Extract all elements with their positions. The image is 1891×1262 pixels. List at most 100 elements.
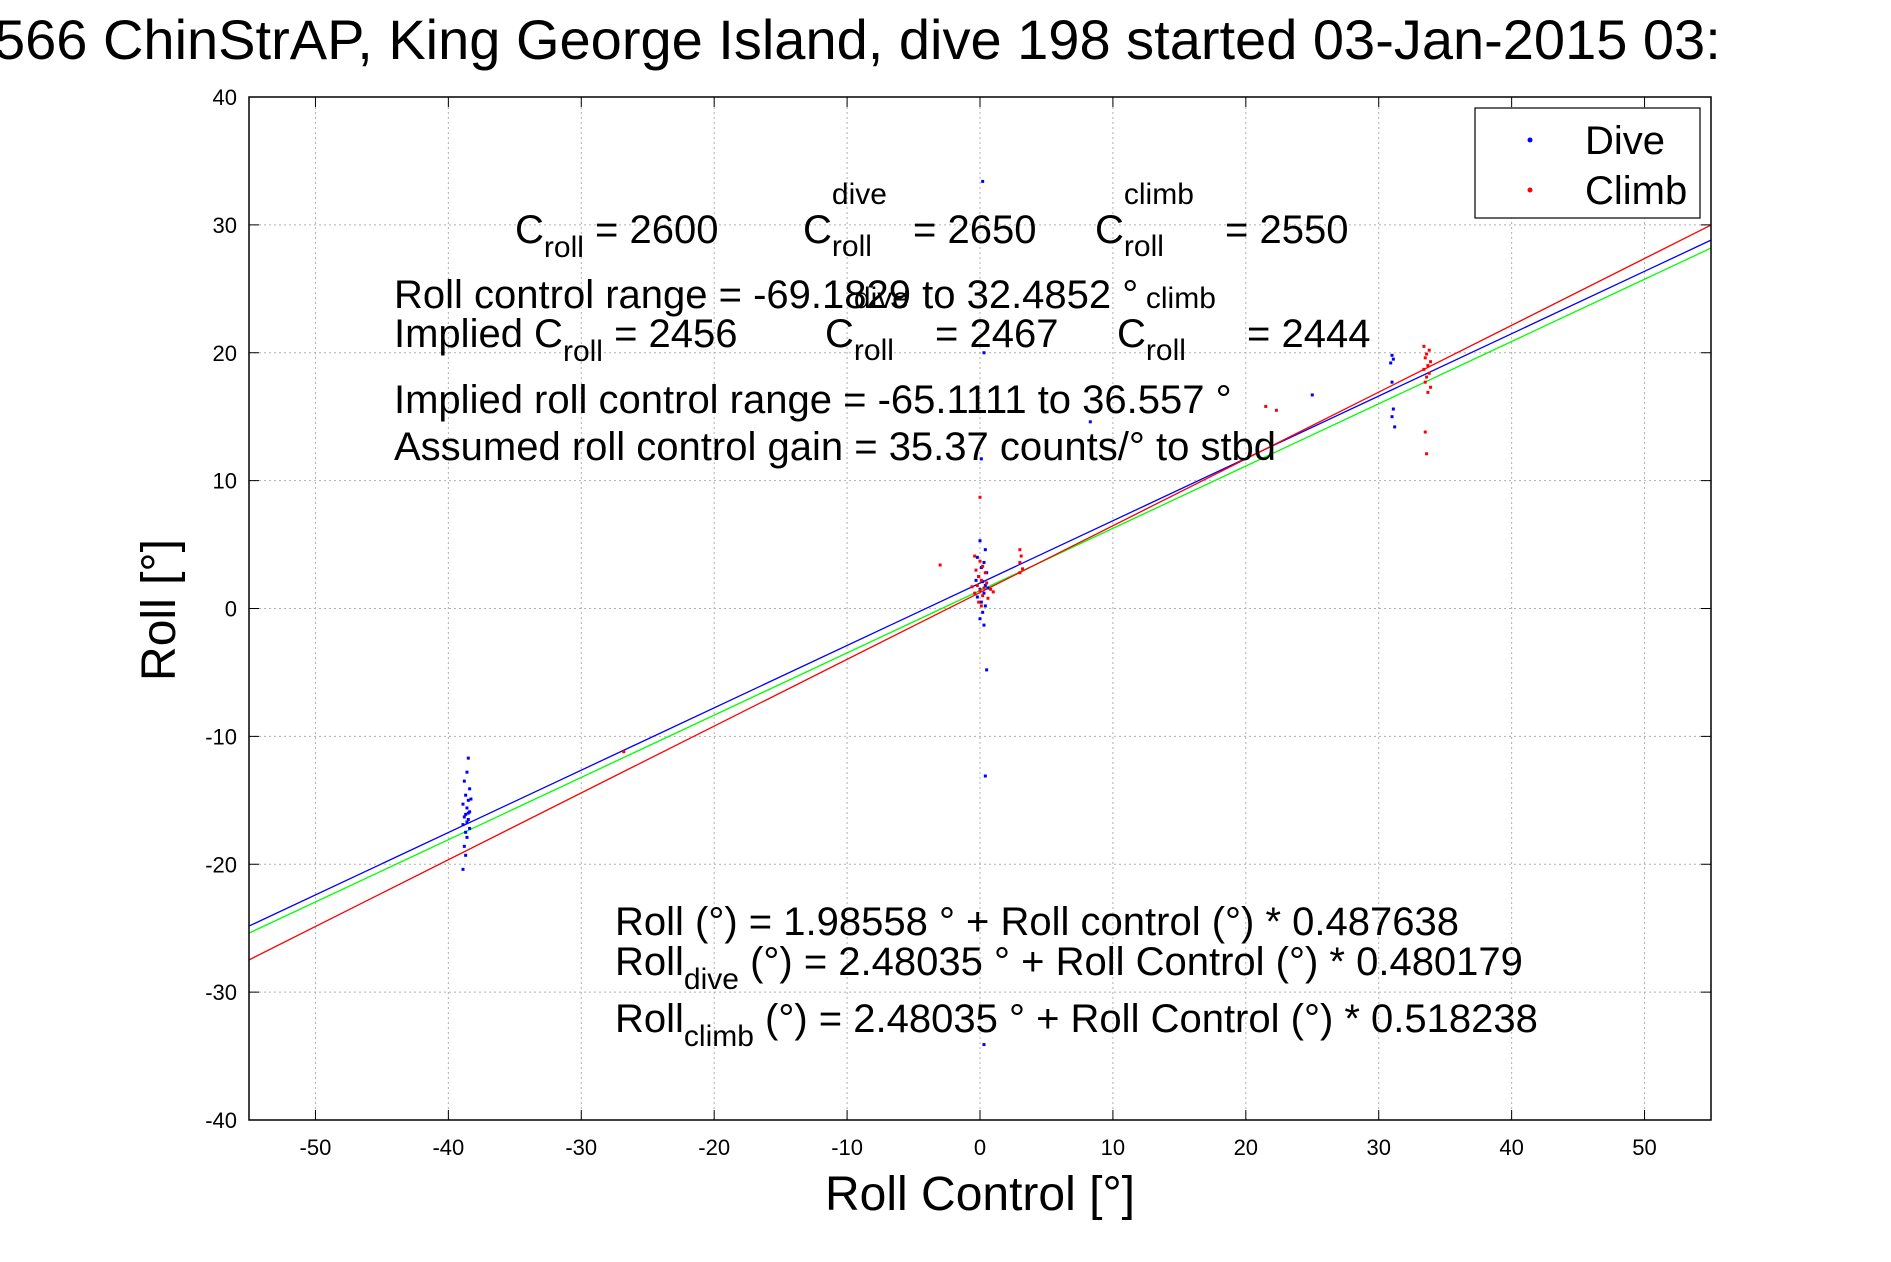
climb-point [1429,385,1433,389]
implied-c-sub: roll [562,334,603,368]
dive-point [978,539,982,543]
x-tick-label: -40 [432,1135,464,1160]
fit-dive-rest: (°) = 2.48035 ° + Roll Control (°) * 0.4… [738,940,1523,984]
fit-dive-roll-word: Roll [615,940,684,984]
implied-range-text: Implied roll control range = -65.1111 to… [394,378,1232,422]
dive-point [982,1043,986,1047]
y-tick-label: -10 [205,724,237,749]
roll-control-range-text: Roll control range = -69.1829 to 32.4852… [394,273,1139,317]
x-tick-label: 20 [1234,1135,1258,1160]
c-dive-value: = 2650 [901,208,1037,252]
x-tick-label: 30 [1366,1135,1390,1160]
climb-point [985,581,989,585]
y-tick-label: 10 [213,469,237,494]
dive-point [983,548,987,552]
implied-c-climb-sub: roll [1145,334,1186,367]
fit-line [248,224,1712,961]
climb-point [973,591,977,595]
dive-point [466,811,470,815]
climb-point [1425,452,1429,456]
fit-climb-roll-word: Roll [615,997,684,1041]
dive-point [466,756,470,760]
climb-point [975,583,979,587]
implied-c-dive-value: = 2467 [923,312,1059,356]
dive-point [462,815,466,819]
y-tick-label: 0 [225,597,237,622]
climb-point [1425,375,1429,379]
climb-point [1423,380,1427,384]
implied-c-climb-sup: climb [1145,282,1216,315]
fit-equation-dive: Rolldive (°) = 2.48035 ° + Roll Control … [615,940,1523,994]
dive-point [1310,393,1314,397]
climb-point [1018,560,1022,564]
dive-point [1389,361,1393,365]
climb-point [1425,352,1429,356]
c-roll-sub: roll [543,230,584,264]
climb-point [1422,344,1426,348]
climb-point [979,604,983,608]
legend-climb-label: Climb [1585,169,1687,213]
y-tick-label: 30 [213,213,237,238]
dive-point [1390,353,1394,357]
climb-point [1274,408,1278,412]
implied-c-climb-script: climb roll [1146,284,1236,366]
y-tick-label: -20 [205,852,237,877]
climb-point [973,554,977,558]
dive-point [466,798,470,802]
implied-c-dive-sup: dive [853,282,909,315]
climb-point [938,563,942,567]
dive-point [985,668,989,672]
climb-point [977,600,981,604]
c-climb-script: climb roll [1124,180,1214,262]
x-tick-label: -20 [698,1135,730,1160]
dive-point [465,806,469,810]
implied-c-climb-value: = 2444 [1235,312,1371,356]
c-climb-symbol: C [1095,208,1124,252]
y-tick-label: 40 [213,85,237,110]
climb-point [1264,404,1268,408]
dive-point [982,591,986,595]
roll-gain-text: Assumed roll control gain = 35.37 counts… [394,425,1277,469]
climb-point [981,564,985,568]
climb-point [991,590,995,594]
points-layer [461,179,1433,1047]
dive-point [975,555,979,559]
fit-equation-climb: Rollclimb (°) = 2.48035 ° + Roll Control… [615,997,1538,1051]
x-tick-label: 10 [1101,1135,1125,1160]
dive-point [461,823,465,827]
dive-point [466,817,470,821]
dive-point [464,793,468,797]
chart-title-text: 566 ChinStrAP, King George Island, dive … [0,8,1721,71]
dive-point [465,770,469,774]
y-axis-label: Roll [°] [133,539,186,681]
c-climb-sup: climb [1123,178,1194,211]
dive-point [468,826,472,830]
x-tick-label: -50 [300,1135,332,1160]
legend-climb-marker [1527,187,1533,193]
dive-point [983,583,987,587]
climb-point [989,587,993,591]
climb-point [1429,360,1433,364]
fit-climb-sub: climb [683,1019,754,1053]
dive-point [982,560,986,564]
dive-point [982,351,986,355]
x-tick-label: -10 [831,1135,863,1160]
c-roll-value: = 2600 [583,208,719,252]
fit-climb-rest: (°) = 2.48035 ° + Roll Control (°) * 0.5… [753,997,1538,1041]
implied-c-dive-sub: roll [853,334,894,367]
fit-line [248,239,1712,927]
c-dive-symbol: C [803,208,832,252]
fit-dive-sub: dive [683,962,739,996]
climb-point [1422,367,1426,371]
dive-point [1391,357,1395,361]
climb-point [1426,364,1430,368]
climb-point [1427,348,1431,352]
dive-point [1390,415,1394,419]
climb-point [1018,571,1022,575]
climb-point [977,575,981,579]
dive-point [982,623,986,627]
climb-point [981,594,985,598]
dive-point [461,802,465,806]
